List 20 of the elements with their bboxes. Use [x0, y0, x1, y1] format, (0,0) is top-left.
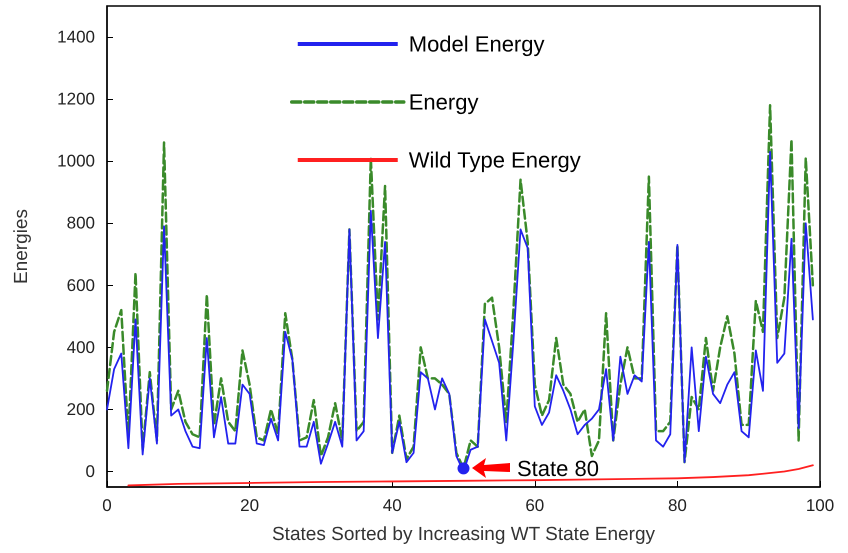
x-tick-label: 0	[102, 496, 112, 515]
y-tick-label: 0	[86, 462, 95, 481]
y-tick-label: 600	[66, 276, 95, 295]
legend-label: Wild Type Energy	[408, 148, 581, 172]
y-tick-label: 1000	[57, 152, 95, 171]
y-tick-label: 1400	[57, 28, 95, 47]
x-tick-label: 20	[240, 496, 260, 515]
x-tick-label: 60	[525, 496, 544, 515]
x-axis-title: States Sorted by Increasing WT State Energy	[272, 524, 656, 545]
y-tick-label: 400	[66, 338, 95, 357]
legend-label: Model Energy	[408, 32, 544, 56]
y-tick-label: 1200	[57, 90, 95, 109]
annotation: State 80	[516, 456, 599, 481]
y-axis-title: Energies	[11, 209, 32, 284]
text: Energy	[408, 90, 478, 114]
y-tick-label: 200	[66, 400, 95, 419]
x-tick-label: 80	[668, 496, 687, 515]
y-tick-label: 800	[66, 214, 95, 233]
x-tick-label: 100	[806, 496, 834, 515]
x-tick-label: 40	[382, 496, 402, 515]
